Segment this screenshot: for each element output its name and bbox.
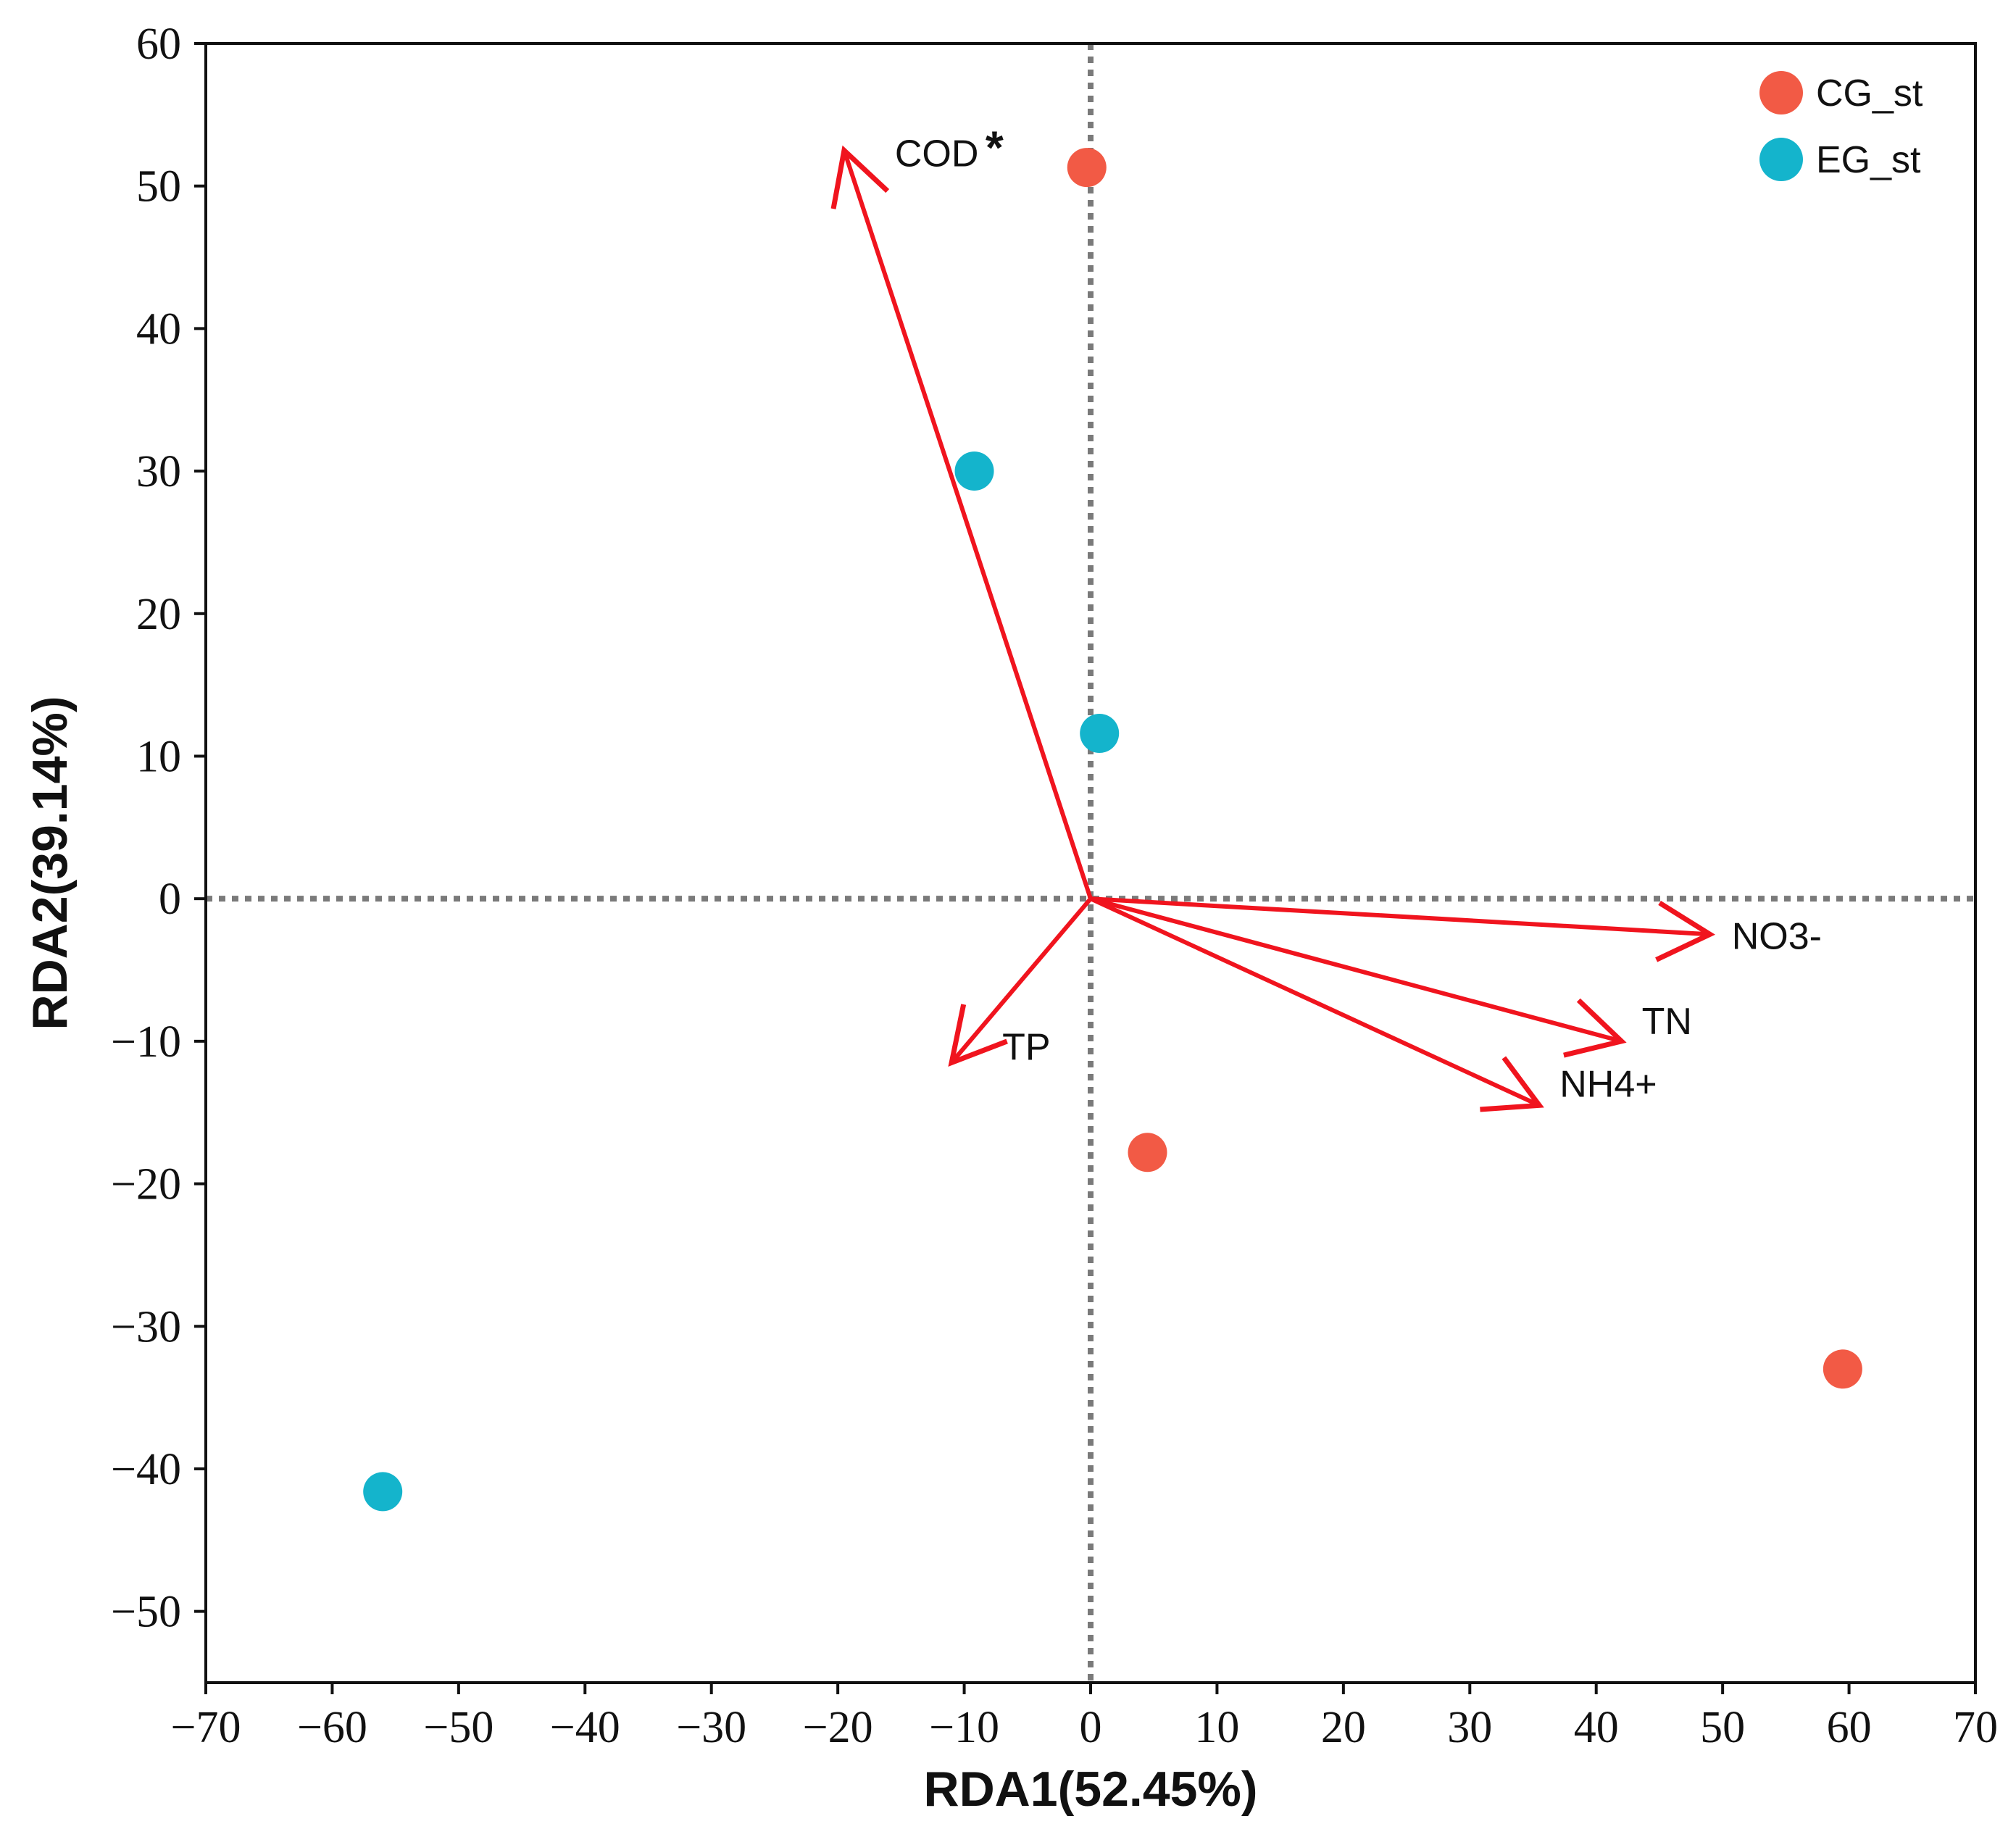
significance-mark: * (986, 122, 1004, 174)
vector-label: NH4+ (1559, 1063, 1657, 1105)
x-tick-label: 50 (1700, 1703, 1745, 1752)
y-tick-label: 20 (136, 590, 181, 639)
y-tick-label: −30 (111, 1302, 181, 1351)
x-tick-label: 20 (1321, 1703, 1366, 1752)
point-cg-st-2 (1128, 1133, 1167, 1172)
environmental-vectors: COD * NO3- TN NH4+ TP (830, 122, 1822, 1112)
y-tick-label: 40 (136, 304, 181, 354)
y-tick-label: 60 (136, 20, 181, 69)
legend-label-cg-st: CG_st (1816, 72, 1923, 114)
y-tick-label: −10 (111, 1017, 181, 1067)
vector-label: TP (1002, 1026, 1050, 1068)
vector-shaft (1090, 896, 1623, 1044)
x-tick-label: −30 (676, 1703, 746, 1752)
legend-marker-eg-st (1759, 138, 1803, 181)
point-cg-st-1 (1067, 148, 1107, 188)
vector-shaft (949, 897, 1093, 1065)
plot-frame (204, 42, 1977, 1684)
x-tick-label: −10 (929, 1703, 999, 1752)
point-cg-st-3 (1823, 1349, 1862, 1389)
x-tick-label: 70 (1953, 1703, 1998, 1752)
point-eg-st-3 (363, 1472, 403, 1512)
vector-arrowhead (1480, 1056, 1544, 1112)
vector-arrowhead (1563, 998, 1627, 1058)
x-tick-label: −50 (423, 1703, 493, 1752)
vector-arrowhead (1655, 900, 1715, 962)
sample-points (363, 148, 1862, 1512)
vector-shaft (1090, 896, 1710, 937)
vector-label: COD (895, 133, 979, 175)
x-tick-label: −60 (297, 1703, 367, 1752)
x-tick-label: 10 (1194, 1703, 1239, 1752)
x-tick-label: −70 (171, 1703, 241, 1752)
y-tick-label: −40 (111, 1445, 181, 1494)
x-tick-label: 0 (1080, 1703, 1102, 1752)
vector-cod: COD * (830, 122, 1093, 900)
x-tick-label: −40 (550, 1703, 620, 1752)
x-tick-label: 60 (1827, 1703, 1872, 1752)
vector-arrowhead (948, 1004, 1008, 1067)
legend: CG_st EG_st (1759, 71, 1923, 181)
y-tick-label: −20 (111, 1160, 181, 1209)
vector-shaft (842, 149, 1093, 900)
x-tick-label: −20 (803, 1703, 873, 1752)
legend-label-eg-st: EG_st (1816, 139, 1921, 181)
y-tick-label: −50 (111, 1588, 181, 1637)
x-tick-label: 30 (1447, 1703, 1492, 1752)
vector-tp: TP (948, 897, 1093, 1068)
y-tick-label: 0 (159, 875, 181, 924)
point-eg-st-2 (1080, 714, 1120, 754)
y-tick-label: 10 (136, 732, 181, 781)
axes: −70 −60 −50 −40 −30 −20 −10 0 10 20 30 40 50 60 70 −50 −… (111, 20, 1998, 1752)
vector-tn: TN (1090, 896, 1692, 1058)
x-axis-title: RDA1(52.45%) (923, 1762, 1257, 1817)
y-axis-title: RDA2(39.14%) (22, 696, 78, 1030)
vector-no3: NO3- (1090, 896, 1822, 962)
point-eg-st-1 (954, 451, 994, 491)
reference-lines (206, 43, 1975, 1683)
legend-marker-cg-st (1759, 71, 1803, 114)
vector-nh4: NH4+ (1089, 896, 1657, 1112)
y-tick-label: 50 (136, 162, 181, 212)
x-tick-label: 40 (1574, 1703, 1619, 1752)
y-tick-label: 30 (136, 447, 181, 496)
vector-shaft (1089, 896, 1541, 1108)
vector-label: TN (1642, 1001, 1692, 1043)
vector-arrowhead (830, 145, 890, 209)
vector-label: NO3- (1732, 915, 1822, 957)
